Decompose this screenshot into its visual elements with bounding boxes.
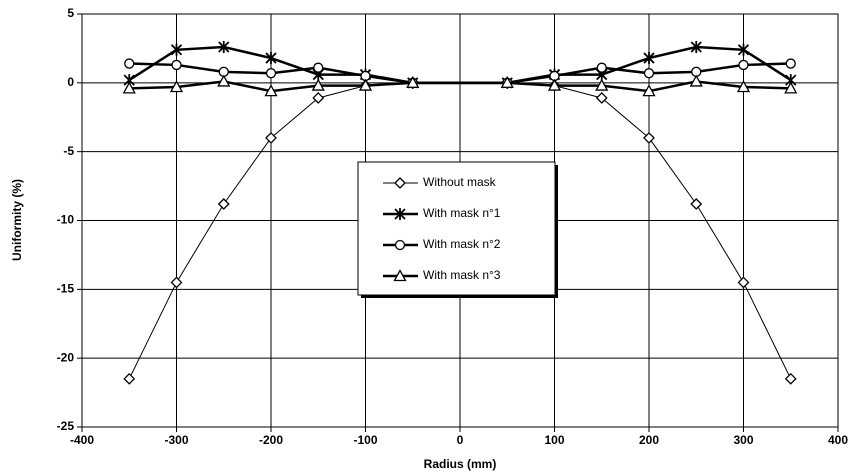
y-axis-label: Uniformity (%)	[10, 179, 24, 261]
marker	[738, 59, 749, 71]
y-tick-label: -10	[57, 213, 75, 227]
x-tick-label: 300	[733, 433, 753, 447]
x-tick-label: 0	[457, 433, 464, 447]
x-tick-label: 400	[828, 433, 848, 447]
marker	[312, 92, 325, 104]
legend-label: With mask n°1	[423, 206, 501, 220]
marker	[643, 131, 655, 144]
y-tick-label: -20	[57, 350, 75, 364]
marker	[311, 78, 325, 91]
marker	[690, 41, 702, 54]
y-tick-label: 0	[67, 75, 74, 89]
marker	[690, 198, 703, 210]
marker	[169, 80, 184, 93]
marker	[124, 58, 135, 69]
marker	[265, 131, 277, 144]
y-tick-label: -25	[57, 419, 75, 433]
marker	[737, 276, 750, 289]
x-tick-label: -400	[70, 433, 94, 447]
marker	[595, 92, 608, 104]
legend-label: With mask n°3	[423, 268, 501, 282]
y-tick-label: -15	[57, 282, 75, 296]
marker	[264, 84, 278, 97]
marker	[394, 239, 406, 251]
marker	[170, 43, 183, 56]
marker	[784, 372, 797, 385]
marker	[217, 198, 230, 210]
marker	[171, 59, 182, 71]
marker	[643, 68, 655, 79]
marker	[547, 78, 562, 91]
marker	[736, 80, 751, 93]
legend	[357, 161, 556, 296]
marker	[500, 75, 514, 88]
x-tick-label: -200	[259, 433, 283, 447]
marker	[393, 269, 407, 282]
marker	[123, 372, 136, 385]
marker	[218, 41, 230, 54]
legend-label: With mask n°2	[423, 237, 501, 251]
marker	[785, 58, 796, 69]
marker	[394, 177, 406, 189]
marker	[784, 81, 798, 94]
marker	[406, 75, 420, 88]
x-tick-label: -100	[353, 433, 377, 447]
marker	[265, 68, 277, 79]
marker	[265, 52, 277, 65]
marker	[737, 43, 750, 56]
x-axis-label: Radius (mm)	[424, 457, 497, 471]
y-tick-label: 5	[67, 6, 74, 20]
x-tick-label: 200	[639, 433, 659, 447]
marker	[596, 62, 607, 73]
y-tick-label: -5	[63, 144, 74, 158]
series-line	[129, 80, 791, 93]
marker	[642, 84, 656, 97]
legend-label: Without mask	[423, 175, 497, 189]
x-tick-label: 100	[544, 433, 564, 447]
marker	[689, 74, 703, 87]
marker	[122, 81, 136, 94]
marker	[358, 78, 373, 91]
marker	[643, 52, 655, 65]
marker	[394, 208, 406, 220]
x-tick-label: -300	[164, 433, 188, 447]
marker	[170, 276, 183, 289]
marker	[313, 62, 324, 73]
marker	[217, 74, 231, 87]
marker	[595, 78, 609, 91]
